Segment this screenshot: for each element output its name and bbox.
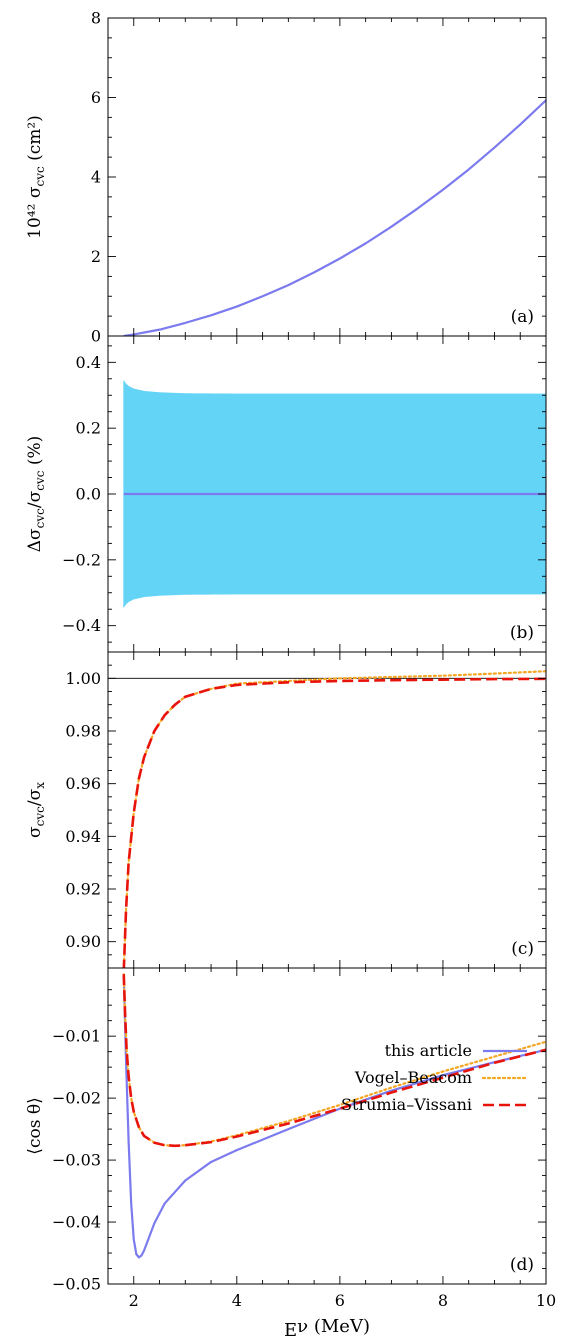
y-tick-label-d: −0.05 [52,1275,101,1294]
y-tick-label-b: 0.4 [76,353,101,372]
strumia-vissani-line-d [122,974,546,1148]
this-article-line-d [122,974,546,1259]
panel-label-a: (a) [511,307,534,327]
legend-label: Vogel–Beacom [354,1068,472,1087]
panel-d: −0.05 −0.04 −0.03 −0.02 −0.01 ⟨cos θ⟩ (d) 2 4 6 8 1… [25,967,556,1310]
panel-frame-d [107,967,547,1285]
plot-area-a [123,99,546,336]
y-axis-label-d: ⟨cos θ⟩ [25,1097,45,1154]
plot-area-c [108,670,546,968]
y-tick-label-a: 6 [91,88,101,107]
panel-frame-c [107,651,547,969]
y-tick-label-c: 1.00 [65,669,101,688]
y-tick-label-d: −0.02 [52,1089,101,1108]
y-tick-label-b: −0.2 [62,550,101,569]
plot-area-b [123,380,546,608]
plot-area-d [122,973,546,1259]
y-tick-label-d: −0.01 [52,1027,101,1046]
legend-label: this article [385,1041,472,1060]
curve-line-a [123,99,546,336]
vogel-beacom-line-d [122,973,546,1147]
y-axis-label-a: 10⁴² σcvc (cm²) [25,115,47,239]
panel-a: 0 2 4 6 8 10⁴² σcvc (cm²) (a) [25,9,547,346]
x-tick-label: 2 [129,1291,139,1310]
y-tick-label-d: −0.03 [52,1151,101,1170]
panel-label-c: (c) [511,939,534,959]
y-tick-label-c: 0.92 [65,880,101,899]
y-tick-label-c: 0.96 [65,774,101,793]
y-tick-label-c: 0.98 [65,722,101,741]
panel-label-b: (b) [510,623,534,643]
legend-label: Strumia–Vissani [341,1095,472,1114]
panel-label-d: (d) [510,1255,534,1275]
vogel-beacom-line-c [122,670,546,968]
panel-frame-a [107,17,547,337]
panel-b: −0.4 −0.2 0.0 0.2 0.4 Δσcvc/σcvc (%) (b) [25,335,547,653]
x-tick-label: 4 [232,1291,242,1310]
x-axis-label: Eν (MeV) [284,1316,370,1341]
x-tick-label: 10 [536,1291,556,1310]
x-tick-label: 8 [438,1291,448,1310]
y-tick-label-a: 0 [91,327,101,346]
y-tick-label-c: 0.90 [65,932,101,951]
y-tick-label-b: 0.2 [76,419,101,438]
y-tick-label-a: 8 [91,9,101,28]
y-tick-label-c: 0.94 [65,827,101,846]
y-tick-label-a: 4 [91,168,101,187]
y-tick-label-a: 2 [91,247,101,266]
y-tick-label-b: −0.4 [62,616,101,635]
y-tick-label-b: 0.0 [76,485,101,504]
strumia-vissani-line-c [122,677,546,968]
y-axis-label-b: Δσcvc/σcvc (%) [25,436,47,553]
panel-c: 0.90 0.92 0.94 0.96 0.98 1.00 σcvc/σx (c) [25,651,547,969]
x-tick-label: 6 [335,1291,345,1310]
y-axis-label-c: σcvc/σx [25,782,47,838]
y-tick-label-d: −0.04 [52,1213,101,1232]
